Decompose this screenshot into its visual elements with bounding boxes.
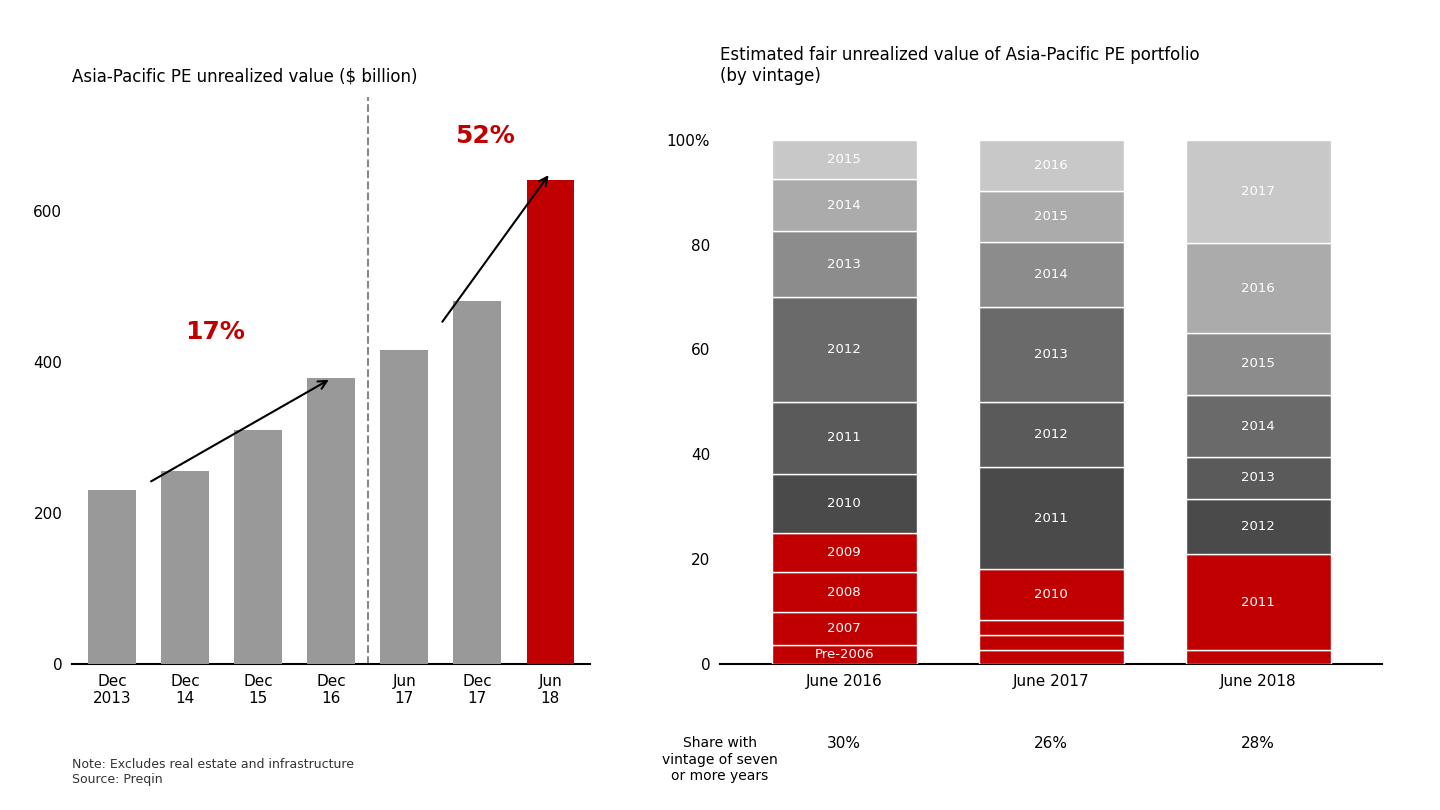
- Text: 2012: 2012: [827, 343, 861, 356]
- Bar: [454, 301, 501, 664]
- Bar: [1185, 139, 1331, 243]
- Bar: [979, 569, 1123, 620]
- Text: 2011: 2011: [1241, 595, 1276, 608]
- Bar: [772, 474, 917, 533]
- Bar: [772, 232, 917, 297]
- Text: 2011: 2011: [827, 432, 861, 445]
- Text: 2009: 2009: [828, 546, 861, 559]
- Bar: [308, 378, 354, 664]
- Bar: [979, 241, 1123, 307]
- Text: Estimated fair unrealized value of Asia-Pacific PE portfolio
(by vintage): Estimated fair unrealized value of Asia-…: [720, 46, 1200, 85]
- Text: 2017: 2017: [1241, 185, 1276, 198]
- Text: 2007: 2007: [828, 621, 861, 635]
- Text: 2014: 2014: [1241, 420, 1274, 433]
- Text: 2014: 2014: [1034, 268, 1068, 281]
- Bar: [1185, 333, 1331, 395]
- Text: 2011: 2011: [1034, 512, 1068, 525]
- Text: 2014: 2014: [828, 198, 861, 211]
- Text: Note: Excludes real estate and infrastructure
Source: Preqin: Note: Excludes real estate and infrastru…: [72, 757, 354, 786]
- Bar: [1185, 457, 1331, 498]
- Text: 2016: 2016: [1034, 159, 1068, 172]
- Text: 28%: 28%: [1241, 736, 1276, 752]
- Text: 2008: 2008: [828, 586, 861, 599]
- Text: 2013: 2013: [1241, 471, 1276, 484]
- Text: Share with
vintage of seven
or more years: Share with vintage of seven or more year…: [662, 736, 778, 782]
- Text: 26%: 26%: [1034, 736, 1068, 752]
- Text: 2010: 2010: [1034, 589, 1068, 602]
- Bar: [380, 351, 428, 664]
- Bar: [772, 533, 917, 573]
- Text: 2010: 2010: [828, 497, 861, 510]
- Bar: [979, 635, 1123, 650]
- Bar: [772, 402, 917, 474]
- Text: 2012: 2012: [1034, 428, 1068, 441]
- Text: Pre-2006: Pre-2006: [815, 648, 874, 661]
- Bar: [527, 181, 575, 664]
- Bar: [979, 650, 1123, 664]
- Bar: [979, 402, 1123, 467]
- Text: 2016: 2016: [1241, 282, 1274, 295]
- Bar: [1185, 650, 1331, 664]
- Bar: [979, 190, 1123, 241]
- Bar: [772, 573, 917, 612]
- Text: 2012: 2012: [1241, 520, 1276, 533]
- Bar: [772, 612, 917, 645]
- Text: 2013: 2013: [827, 258, 861, 271]
- Bar: [1185, 554, 1331, 650]
- Bar: [235, 430, 282, 664]
- Bar: [161, 471, 209, 664]
- Bar: [979, 467, 1123, 569]
- Bar: [1185, 498, 1331, 554]
- Bar: [772, 139, 917, 179]
- Bar: [979, 620, 1123, 635]
- Bar: [772, 645, 917, 664]
- Text: 2015: 2015: [827, 153, 861, 166]
- Bar: [979, 307, 1123, 402]
- Text: 2015: 2015: [1034, 210, 1068, 223]
- Text: 30%: 30%: [827, 736, 861, 752]
- Text: 17%: 17%: [186, 320, 245, 344]
- Bar: [88, 490, 135, 664]
- Text: Asia-Pacific PE unrealized value ($ billion): Asia-Pacific PE unrealized value ($ bill…: [72, 67, 418, 85]
- Bar: [772, 297, 917, 402]
- Bar: [772, 179, 917, 232]
- Text: 52%: 52%: [455, 124, 516, 147]
- Text: 2015: 2015: [1241, 357, 1276, 370]
- Bar: [1185, 395, 1331, 457]
- Text: 2013: 2013: [1034, 348, 1068, 361]
- Bar: [1185, 243, 1331, 333]
- Bar: [979, 139, 1123, 190]
